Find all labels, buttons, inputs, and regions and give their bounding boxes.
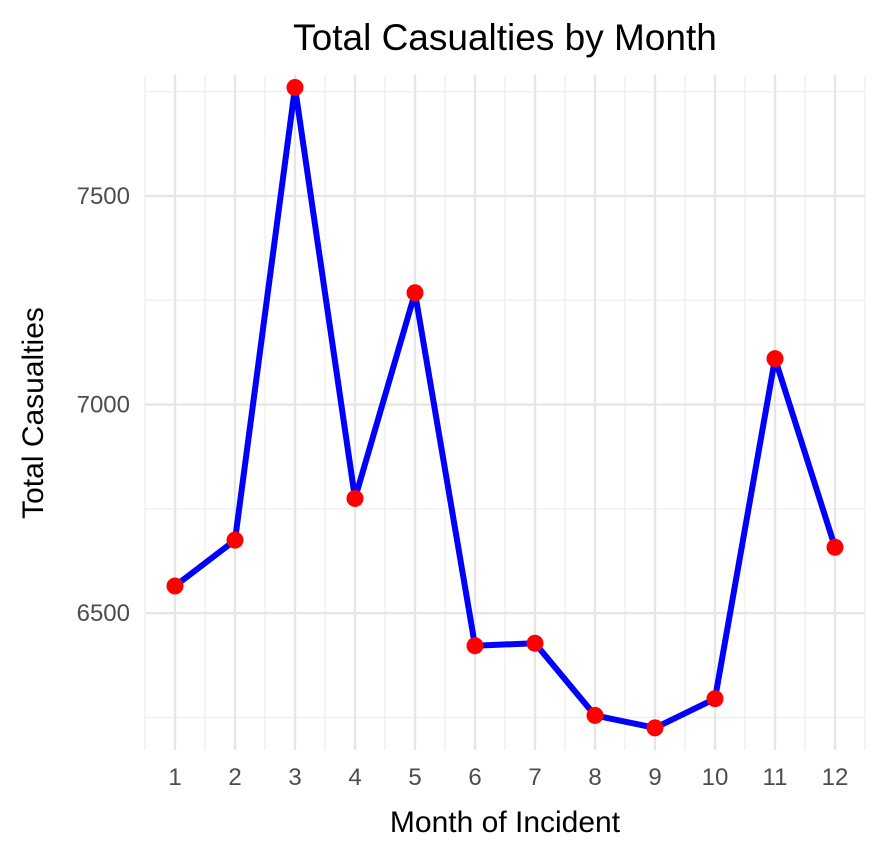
x-tick-label: 3 <box>288 764 301 791</box>
data-point <box>166 577 184 595</box>
y-tick-label: 7500 <box>77 183 130 210</box>
data-point <box>466 637 484 655</box>
x-tick-label: 1 <box>168 764 181 791</box>
x-tick-label: 2 <box>228 764 241 791</box>
y-axis-ticks: 6500 7000 7500 <box>77 183 130 627</box>
y-tick-label: 7000 <box>77 392 130 419</box>
data-point <box>766 350 784 368</box>
x-tick-label: 8 <box>588 764 601 791</box>
data-point <box>406 284 424 302</box>
data-point <box>226 531 244 549</box>
data-point <box>526 634 544 652</box>
y-tick-label: 6500 <box>77 600 130 627</box>
series-layer <box>166 79 844 737</box>
y-axis-title: Total Casualties <box>17 307 50 519</box>
x-tick-label: 12 <box>822 764 849 791</box>
data-point <box>286 79 304 97</box>
series-line <box>172 84 838 731</box>
x-axis-ticks: 1 2 3 4 5 6 7 8 9 10 11 12 <box>168 764 848 791</box>
x-tick-label: 6 <box>468 764 481 791</box>
x-tick-label: 11 <box>763 764 788 791</box>
x-axis-title: Month of Incident <box>390 806 621 839</box>
data-point <box>586 706 604 724</box>
x-tick-label: 5 <box>408 764 421 791</box>
x-tick-label: 9 <box>648 764 661 791</box>
x-tick-label: 10 <box>702 764 729 791</box>
data-point <box>646 719 664 737</box>
data-point <box>706 690 724 708</box>
x-tick-label: 7 <box>528 764 541 791</box>
chart-title: Total Casualties by Month <box>293 17 717 58</box>
data-point <box>346 489 364 507</box>
data-point <box>826 538 844 556</box>
x-tick-label: 4 <box>348 764 361 791</box>
